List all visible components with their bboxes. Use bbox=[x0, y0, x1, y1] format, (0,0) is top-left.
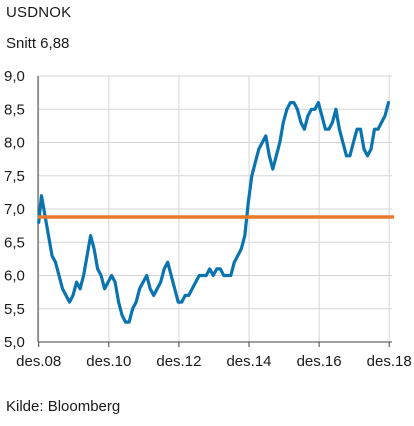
x-tick-label: des.08 bbox=[16, 353, 61, 370]
y-tick-label: 8,0 bbox=[4, 135, 25, 152]
grid-lines bbox=[38, 75, 392, 343]
x-tick-labels: des.08 des.10 des.12 des.14 des.16 des.18 bbox=[16, 353, 412, 370]
y-tick-label: 7,5 bbox=[4, 168, 25, 185]
series-line bbox=[37, 101, 391, 324]
x-tick-label: des.12 bbox=[156, 353, 201, 370]
x-tick-label: des.10 bbox=[86, 353, 131, 370]
series-layer bbox=[37, 101, 391, 324]
y-tick-label: 5,5 bbox=[4, 301, 25, 318]
y-tick-labels: 5,0 5,5 6,0 6,5 7,0 7,5 8,0 8,5 9,0 bbox=[4, 68, 25, 351]
axes bbox=[37, 76, 392, 347]
chart-subtitle: Snitt 6,88 bbox=[6, 35, 70, 52]
x-tick-label: des.16 bbox=[297, 353, 342, 370]
y-tick-label: 5,0 bbox=[4, 334, 25, 351]
y-tick-label: 8,5 bbox=[4, 101, 25, 118]
chart-title: USDNOK bbox=[6, 4, 72, 21]
x-tick-label: des.18 bbox=[367, 353, 412, 370]
usdnok-chart: 5,0 5,5 6,0 6,5 7,0 7,5 8,0 8,5 9,0 des.08 des.10… bbox=[4, 68, 412, 370]
y-tick-label: 6,0 bbox=[4, 268, 25, 285]
x-tick-label: des.14 bbox=[226, 353, 271, 370]
y-tick-label: 7,0 bbox=[4, 201, 25, 218]
y-tick-label: 9,0 bbox=[4, 68, 25, 85]
y-tick-label: 6,5 bbox=[4, 234, 25, 251]
source-note: Kilde: Bloomberg bbox=[6, 398, 121, 415]
